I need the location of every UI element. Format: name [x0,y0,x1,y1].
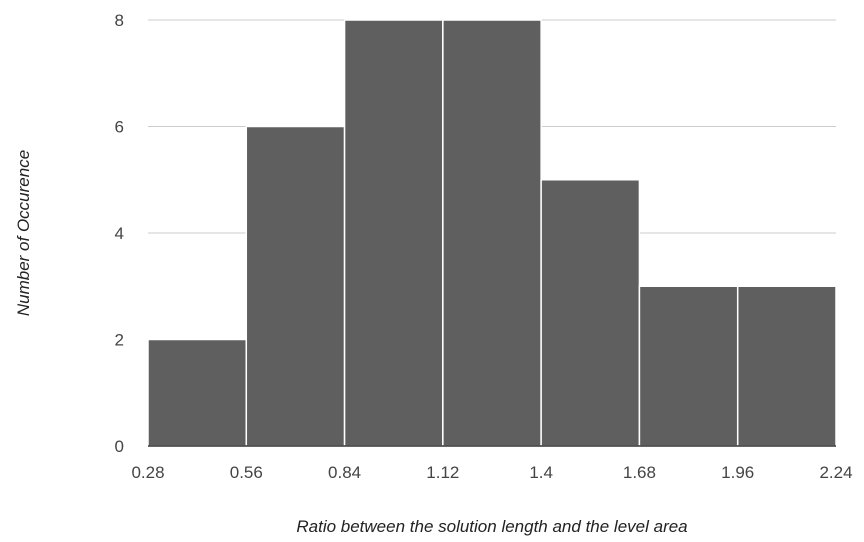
y-tick-label: 0 [115,437,124,456]
x-tick-label: 0.56 [230,463,263,482]
histogram-bar [147,338,248,447]
histogram-bar [245,125,346,447]
x-tick-label: 0.28 [131,463,164,482]
histogram-bar [736,285,837,447]
x-axis-title: Ratio between the solution length and th… [296,517,687,536]
bars [147,19,837,447]
y-tick-labels: 0 2 4 6 8 [115,11,124,456]
x-tick-label: 1.12 [426,463,459,482]
histogram-bar [638,285,739,447]
y-tick-label: 4 [115,224,124,243]
x-tick-label: 1.68 [623,463,656,482]
histogram-bar [442,19,542,447]
y-tick-label: 8 [115,11,124,30]
x-tick-label: 1.4 [529,463,553,482]
y-axis-title: Number of Occurence [14,150,33,316]
y-tick-label: 2 [115,331,124,350]
x-tick-label: 2.24 [819,463,852,482]
x-tick-labels: 0.28 0.56 0.84 1.12 1.4 1.68 1.96 2.24 [131,463,852,482]
histogram-bar [343,19,444,447]
y-tick-label: 6 [115,118,124,137]
x-tick-label: 0.84 [328,463,361,482]
x-tick-label: 1.96 [721,463,754,482]
histogram-bar [540,179,641,447]
